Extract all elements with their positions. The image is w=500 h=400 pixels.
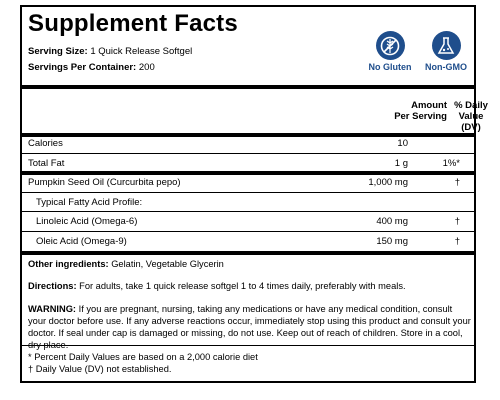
servings-per-container-label: Servings Per Container: [28, 62, 137, 73]
non-gmo-badge: Non-GMO [416, 31, 476, 72]
row-divider [22, 153, 474, 154]
divider-thick-nutrients [22, 171, 474, 175]
nutrient-row-total-fat: Total Fat 1 g 1%* [28, 158, 460, 169]
supplement-facts-panel: Supplement Facts Serving Size: 1 Quick R… [20, 5, 488, 383]
non-gmo-icon [431, 31, 461, 60]
footnote-daily-values: * Percent Daily Values are based on a 2,… [28, 352, 258, 362]
other-ingredients: Other ingredients: Gelatin, Vegetable Gl… [28, 259, 224, 269]
ingredient-row-pumpkin-seed-oil: Pumpkin Seed Oil (Curcurbita pepo) 1,000… [28, 177, 460, 188]
divider-thick-top [22, 85, 474, 89]
no-gluten-icon [375, 31, 405, 60]
servings-per-container-value: 200 [138, 62, 155, 73]
footnote-dv-not-established: † Daily Value (DV) not established. [28, 364, 172, 374]
nutrient-row-calories: Calories 10 [28, 138, 408, 149]
serving-size-label: Serving Size: [28, 46, 88, 57]
fatty-acid-profile-heading: Typical Fatty Acid Profile: [36, 197, 143, 208]
servings-per-container: Servings Per Container: 200 [28, 62, 155, 73]
divider-footnotes [22, 345, 474, 346]
serving-size: Serving Size: 1 Quick Release Softgel [28, 46, 192, 57]
row-divider [22, 211, 474, 212]
serving-size-value: 1 Quick Release Softgel [90, 46, 193, 57]
non-gmo-label: Non-GMO [425, 62, 467, 72]
ingredient-row-linoleic-acid: Linoleic Acid (Omega-6) 400 mg † [36, 216, 460, 227]
warning: WARNING: If you are pregnant, nursing, t… [28, 304, 471, 350]
panel-title: Supplement Facts [28, 10, 238, 37]
no-gluten-badge: No Gluten [360, 31, 420, 72]
divider-thick-ingredients [22, 251, 474, 255]
no-gluten-label: No Gluten [368, 62, 412, 72]
divider-thick-header [22, 133, 474, 137]
directions: Directions: For adults, take 1 quick rel… [28, 281, 406, 291]
amount-per-serving-header: Amount Per Serving [394, 100, 447, 122]
daily-value-header: % Daily Value (DV) [454, 100, 488, 133]
row-divider [22, 192, 474, 193]
ingredient-row-oleic-acid: Oleic Acid (Omega-9) 150 mg † [36, 236, 460, 247]
row-divider [22, 231, 474, 232]
